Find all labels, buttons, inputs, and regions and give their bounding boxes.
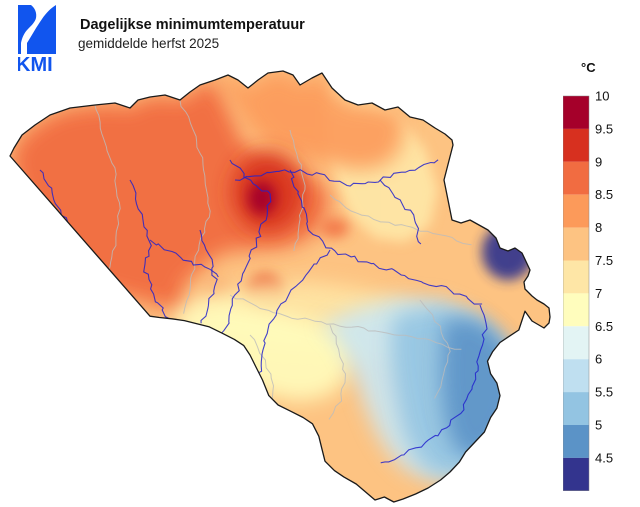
svg-text:10: 10 (595, 89, 609, 104)
svg-text:5.5: 5.5 (595, 385, 613, 400)
svg-text:4.5: 4.5 (595, 450, 613, 465)
svg-text:9: 9 (595, 154, 602, 169)
svg-text:6: 6 (595, 352, 602, 367)
svg-text:KMI: KMI (18, 54, 53, 71)
svg-text:7: 7 (595, 286, 602, 301)
svg-text:7.5: 7.5 (595, 253, 613, 268)
svg-text:5: 5 (595, 418, 602, 433)
svg-text:6.5: 6.5 (595, 319, 613, 334)
svg-text:8: 8 (595, 220, 602, 235)
svg-text:8.5: 8.5 (595, 187, 613, 202)
svg-text:9.5: 9.5 (595, 121, 613, 136)
